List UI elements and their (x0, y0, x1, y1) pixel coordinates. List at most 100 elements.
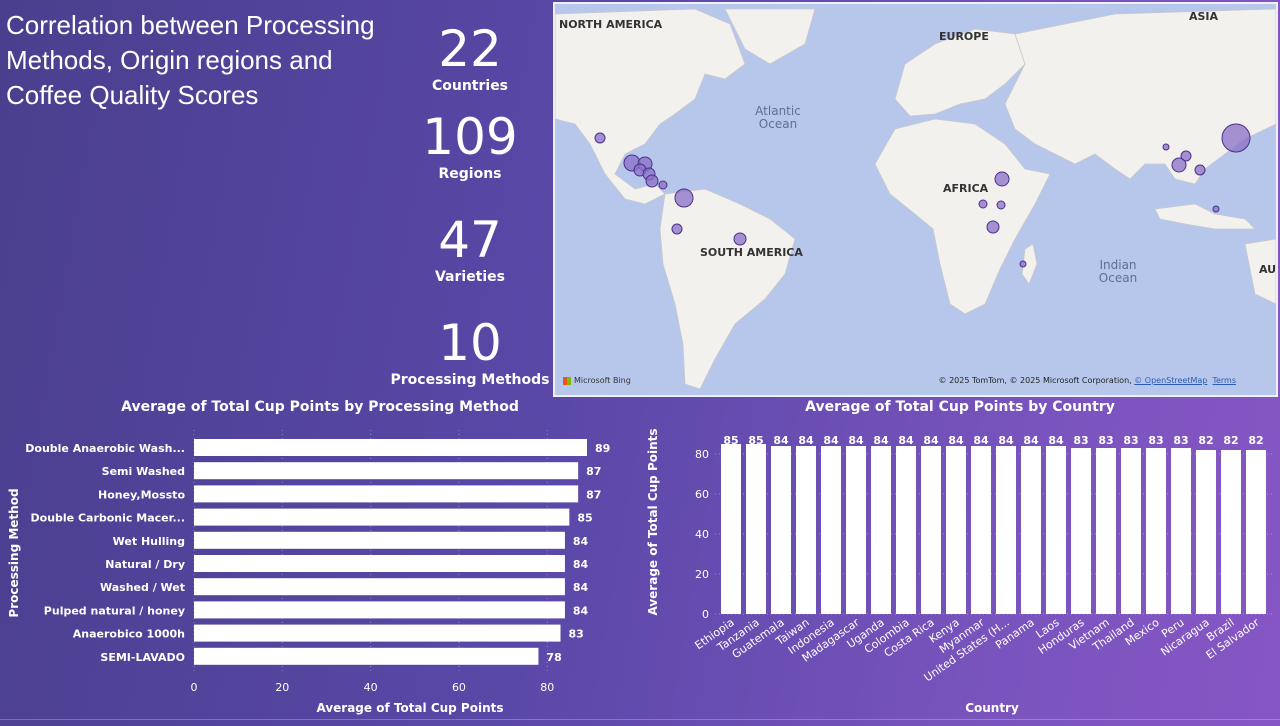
category-label: Semi Washed (102, 465, 185, 478)
bubble-colombia (674, 188, 694, 208)
category-label: Washed / Wet (100, 581, 185, 594)
bubble-costa-rica (645, 174, 659, 188)
x-tick-label: 80 (540, 681, 554, 694)
category-label: Honey,Mossto (98, 488, 185, 501)
data-label: 84 (773, 434, 789, 447)
bar (1071, 448, 1091, 614)
data-label: 89 (595, 442, 610, 455)
bar (1121, 448, 1141, 614)
x-axis-title: Average of Total Cup Points (316, 701, 503, 715)
data-label: 84 (998, 434, 1014, 447)
bar (1171, 448, 1191, 614)
bar (1246, 450, 1266, 614)
land-europe (894, 28, 1026, 117)
bar (971, 446, 991, 614)
bubble-vietnam (1194, 164, 1206, 176)
data-label: 84 (948, 434, 964, 447)
data-label: 83 (1073, 434, 1088, 447)
data-label: 85 (723, 434, 738, 447)
bar (796, 446, 816, 614)
land-asia (1004, 8, 1276, 185)
bar (194, 647, 539, 665)
bar (1046, 446, 1066, 614)
land-greenland (724, 8, 816, 65)
category-label: Wet Hulling (113, 535, 185, 548)
bar (746, 444, 766, 614)
bar (194, 508, 570, 526)
data-label: 84 (973, 434, 989, 447)
data-label: 84 (573, 604, 589, 617)
map-label-africa: AFRICA (943, 182, 989, 195)
y-axis-title: Processing Method (7, 488, 21, 617)
processing-method-chart[interactable]: 0 20 40 60 80 Double Anaerobic Wash... 89 Semi … (0, 420, 630, 720)
x-axis-title: Country (965, 701, 1019, 715)
bar (846, 446, 866, 614)
data-label: 84 (848, 434, 864, 447)
category-label: Pulped natural / honey (44, 604, 185, 617)
bubble-tanzania (986, 220, 1000, 234)
data-label: 85 (748, 434, 763, 447)
bar (771, 446, 791, 614)
bar (871, 446, 891, 614)
map-attribution: © 2025 TomTom, © 2025 Microsoft Corporat… (939, 376, 1236, 385)
bar (996, 446, 1016, 614)
bubble-kenya (996, 200, 1006, 210)
category-label: Double Carbonic Macer... (31, 512, 186, 525)
bar (194, 555, 565, 572)
terms-link[interactable]: Terms (1212, 376, 1236, 385)
data-label: 83 (1148, 434, 1163, 447)
map-label-asia: ASIA (1189, 10, 1219, 23)
kpi-value: 22 (438, 20, 502, 78)
data-label: 84 (798, 434, 814, 447)
map-canvas[interactable] (555, 4, 1276, 395)
bubble-laos (1180, 150, 1192, 162)
bubble-ethiopia (994, 171, 1010, 187)
bar (1021, 446, 1041, 614)
y-tick-label: 20 (695, 568, 709, 581)
country-chart[interactable]: 02040608085Ethiopia85Tanzania84Guatemala… (635, 420, 1280, 720)
bar (194, 531, 565, 549)
bar (194, 462, 579, 480)
land-north-america (555, 8, 746, 205)
attr-text: © 2025 TomTom, © 2025 Microsoft Corporat… (938, 376, 1135, 385)
bubble-panama (658, 180, 668, 190)
kpi-value: 47 (438, 211, 502, 269)
data-label: 83 (1098, 434, 1113, 447)
data-label: 84 (573, 581, 589, 594)
data-label: 82 (1248, 434, 1263, 447)
x-tick-label: 20 (275, 681, 289, 694)
category-label: Double Anaerobic Wash... (25, 442, 185, 455)
y-tick-label: 60 (695, 488, 709, 501)
y-axis-title: Average of Total Cup Points (646, 428, 660, 615)
kpi-label: Countries (431, 78, 509, 94)
bar (194, 439, 587, 456)
bar (921, 446, 941, 614)
origin-bubbles (594, 123, 1251, 268)
kpi-label: Regions (438, 166, 502, 182)
bubble-brazil (733, 232, 747, 246)
bing-icon (563, 376, 571, 385)
kpi-label: Processing Methods (390, 372, 550, 388)
land-south-america (659, 188, 796, 390)
y-tick-label: 40 (695, 528, 709, 541)
data-label: 84 (573, 535, 589, 548)
bar (194, 485, 579, 503)
osm-link[interactable]: © OpenStreetMap (1134, 376, 1208, 385)
data-label: 78 (546, 651, 561, 664)
category-label: Natural / Dry (105, 558, 185, 571)
bar (1146, 448, 1166, 614)
bubble-uganda (978, 199, 988, 209)
land-africa (874, 118, 1051, 315)
bar (896, 446, 916, 614)
data-label: 84 (1048, 434, 1064, 447)
data-label: 84 (873, 434, 889, 447)
country-chart-title: Average of Total Cup Points by Country (805, 399, 1115, 415)
world-map[interactable]: NORTH AMERICA EUROPE ASIA AFRICA SOUTH A… (553, 2, 1278, 397)
data-label: 85 (577, 512, 592, 525)
data-label: 87 (586, 465, 601, 478)
bubble-taiwan (1221, 123, 1251, 153)
map-label-australia: AU (1259, 263, 1277, 276)
map-label-south-america: SOUTH AMERICA (700, 246, 803, 259)
y-tick-label: 80 (695, 448, 709, 461)
bubble-myanmar (1162, 143, 1170, 151)
